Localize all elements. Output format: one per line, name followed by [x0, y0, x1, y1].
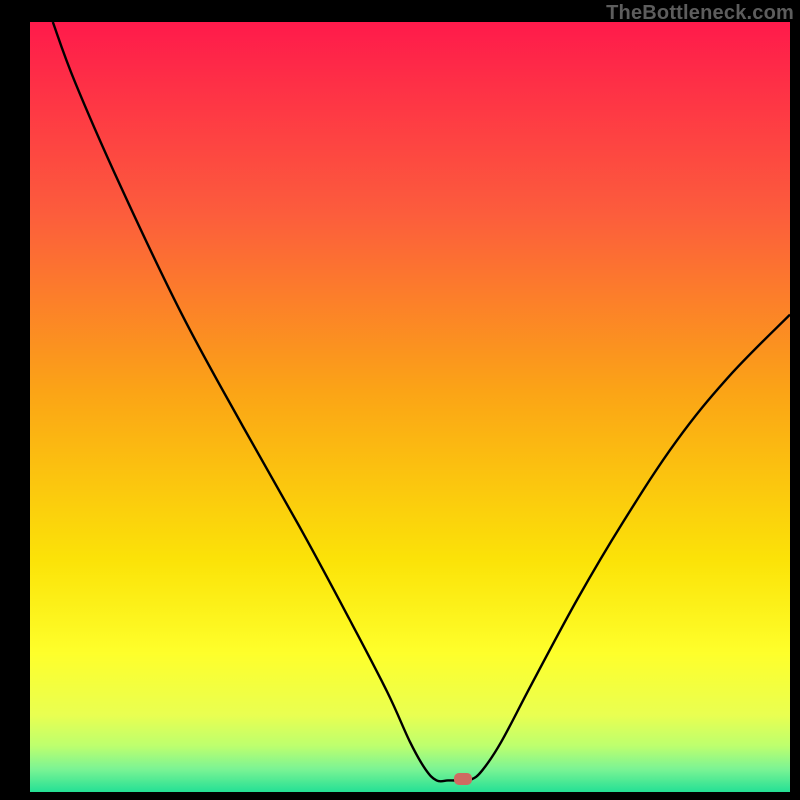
bottleneck-curve: [53, 22, 790, 781]
chart-frame: TheBottleneck.com: [0, 0, 800, 800]
plot-area: [30, 22, 790, 792]
watermark-text: TheBottleneck.com: [606, 2, 794, 25]
curve-layer: [30, 22, 790, 792]
minimum-marker: [454, 773, 472, 785]
